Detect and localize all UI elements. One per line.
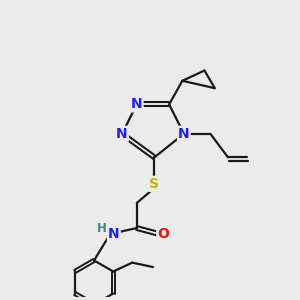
Text: N: N [116, 127, 128, 141]
Text: S: S [149, 177, 159, 191]
Text: N: N [131, 98, 142, 111]
Text: O: O [157, 227, 169, 241]
Text: N: N [108, 227, 120, 241]
Text: H: H [97, 222, 107, 235]
Text: N: N [178, 127, 190, 141]
